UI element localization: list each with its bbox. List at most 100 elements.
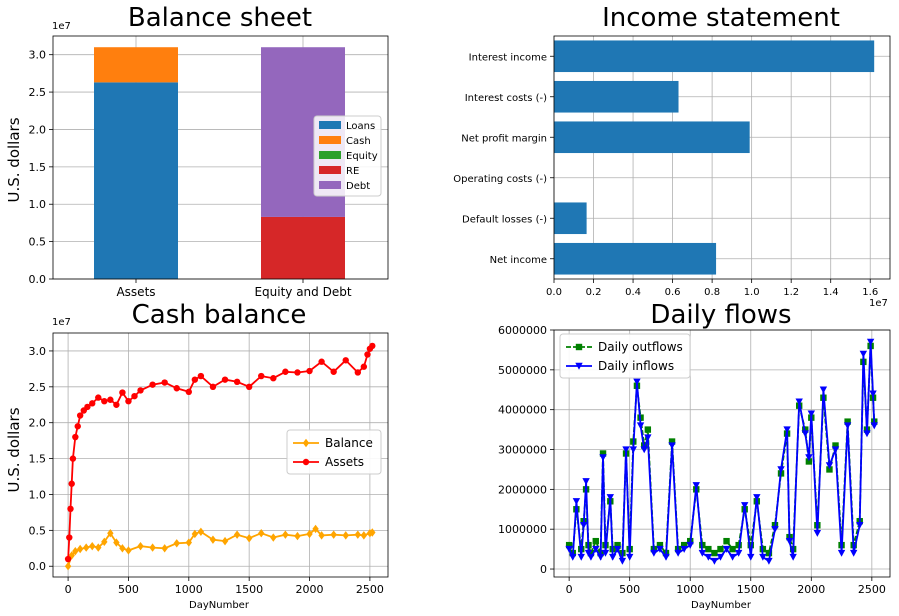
data-point <box>245 534 253 543</box>
plot-frame <box>553 329 891 578</box>
bar <box>554 121 750 154</box>
data-point <box>66 534 73 541</box>
y-tick-label: 2000000 <box>498 483 547 496</box>
data-point <box>819 386 828 394</box>
data-point <box>636 422 645 430</box>
data-point <box>837 549 846 557</box>
plot-frame <box>52 332 389 578</box>
legend-label: Daily outflows <box>598 340 683 354</box>
x-tick-label: 0.6 <box>665 287 681 298</box>
x-tick-label: 500 <box>118 583 139 596</box>
x-tick-label: 1000 <box>676 583 704 596</box>
x-category-label: Assets <box>116 285 155 299</box>
data-point <box>294 369 301 376</box>
series-line <box>67 527 373 567</box>
data-point <box>282 530 289 539</box>
data-point <box>330 368 337 375</box>
data-point <box>318 531 325 540</box>
data-point <box>161 544 168 553</box>
cash-balance-ylabel: U.S. dollars <box>5 407 23 492</box>
data-point <box>101 537 108 547</box>
data-point <box>565 541 573 549</box>
data-point <box>680 541 688 549</box>
x-tick-label: 1500 <box>235 583 263 596</box>
data-point <box>640 446 648 454</box>
data-point <box>849 549 858 557</box>
data-point <box>270 533 277 542</box>
data-point <box>747 553 755 561</box>
data-point <box>686 541 694 549</box>
bar <box>554 40 875 73</box>
y-category-label: Interest costs (-) <box>465 93 547 104</box>
data-point <box>777 466 785 474</box>
daily-flows-xlabel: DayNumber <box>691 600 752 611</box>
data-point <box>233 530 241 539</box>
data-point <box>832 442 839 449</box>
legend-label: Loans <box>346 121 375 132</box>
data-point <box>705 545 712 553</box>
data-point <box>191 376 199 383</box>
data-point <box>866 338 875 346</box>
data-point <box>342 357 349 364</box>
y-tick-label: 0 <box>540 563 547 576</box>
data-point <box>692 482 700 490</box>
x-tick-label: 1.6 <box>862 287 878 298</box>
data-point <box>587 549 595 557</box>
bar-segment <box>94 82 178 279</box>
data-point <box>596 553 605 561</box>
balance-sheet-ylabel: U.S. dollars <box>5 117 23 202</box>
data-point <box>599 450 607 457</box>
data-point <box>609 553 617 561</box>
data-point <box>741 502 749 509</box>
data-point <box>68 480 75 487</box>
data-point <box>282 368 289 375</box>
data-point <box>294 531 301 541</box>
data-point <box>765 549 773 557</box>
data-point <box>76 544 84 554</box>
data-point <box>364 351 371 358</box>
x-tick-label: 500 <box>619 583 640 596</box>
data-point <box>722 545 731 553</box>
bar-segment <box>261 216 345 279</box>
plot-frame <box>52 35 389 280</box>
data-point <box>785 537 794 545</box>
x-tick-label: 1.0 <box>744 287 760 298</box>
data-point <box>711 549 718 557</box>
x-tick-label: 0 <box>566 583 573 596</box>
data-point <box>72 546 79 556</box>
data-point <box>369 528 376 537</box>
data-point <box>67 505 74 513</box>
data-point <box>656 541 664 549</box>
data-point <box>69 455 77 462</box>
y-category-label: Net profit margin <box>461 133 547 144</box>
x-tick-label: 2500 <box>858 583 886 596</box>
data-point <box>759 553 767 561</box>
data-point <box>113 538 120 547</box>
data-point <box>826 466 833 473</box>
data-point <box>644 434 652 442</box>
x-tick-label: 0.4 <box>625 287 641 298</box>
daily-flows-chart: Daily flows DayNumber 0 1000000 2000000 300… <box>498 300 891 611</box>
data-point <box>869 390 877 398</box>
data-point <box>716 553 725 561</box>
x-tick-label: 0.8 <box>704 287 720 298</box>
y-tick-label: 1.0 <box>29 198 47 211</box>
data-point <box>783 426 791 434</box>
y-tick-label: 5000000 <box>498 364 547 377</box>
legend-label: Equity <box>346 151 378 162</box>
data-point <box>306 529 313 539</box>
data-point <box>233 378 241 385</box>
data-point <box>844 418 851 425</box>
x-tick-label: 2000 <box>797 583 825 596</box>
data-point <box>107 529 114 538</box>
data-point <box>753 494 761 502</box>
data-point <box>64 562 72 571</box>
data-point <box>579 522 588 529</box>
data-point <box>587 553 595 561</box>
data-point <box>747 541 754 549</box>
x-tick-label: 1.4 <box>823 287 839 298</box>
data-point <box>161 379 168 386</box>
y-category-label: Net income <box>490 255 547 266</box>
data-point <box>137 541 144 551</box>
plot-frame <box>553 35 891 280</box>
